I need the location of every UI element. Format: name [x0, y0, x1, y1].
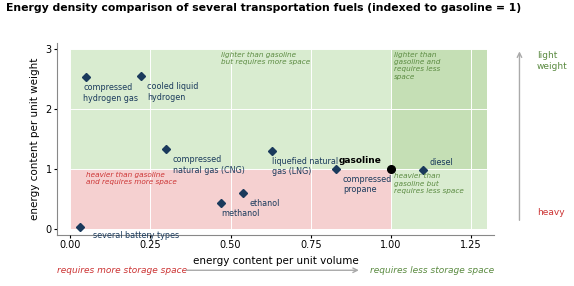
Text: gasoline: gasoline [339, 156, 381, 165]
Text: methanol: methanol [221, 209, 259, 218]
Text: heavy: heavy [537, 208, 564, 217]
X-axis label: energy content per unit volume: energy content per unit volume [193, 256, 358, 266]
Bar [391, 169, 487, 229]
Y-axis label: energy content per unit weight: energy content per unit weight [30, 57, 40, 220]
Bar [70, 49, 391, 169]
Bar [70, 169, 391, 229]
Text: heavier than
gasoline but
requires less space: heavier than gasoline but requires less … [394, 173, 464, 194]
Text: lighter than gasoline
but requires more space: lighter than gasoline but requires more … [221, 52, 310, 65]
Text: light
weight: light weight [537, 51, 568, 71]
Text: compressed
hydrogen gas: compressed hydrogen gas [83, 83, 138, 103]
Text: ethanol: ethanol [250, 198, 280, 208]
Text: cooled liquid
hydrogen: cooled liquid hydrogen [147, 82, 199, 102]
Text: heavier than gasoline
and requires more space: heavier than gasoline and requires more … [86, 172, 177, 185]
Text: compressed
propane: compressed propane [343, 175, 392, 194]
Text: several battery types: several battery types [92, 231, 179, 240]
Text: liquefied natural
gas (LNG): liquefied natural gas (LNG) [272, 157, 339, 176]
Text: diesel: diesel [429, 158, 453, 167]
Text: requires less storage space: requires less storage space [370, 266, 494, 275]
Text: compressed
natural gas (CNG): compressed natural gas (CNG) [173, 155, 245, 175]
Bar [391, 49, 487, 169]
Text: requires more storage space: requires more storage space [57, 266, 188, 275]
Text: lighter than
gasoline and
requires less
space: lighter than gasoline and requires less … [394, 52, 441, 80]
Text: Energy density comparison of several transportation fuels (indexed to gasoline =: Energy density comparison of several tra… [6, 3, 521, 13]
